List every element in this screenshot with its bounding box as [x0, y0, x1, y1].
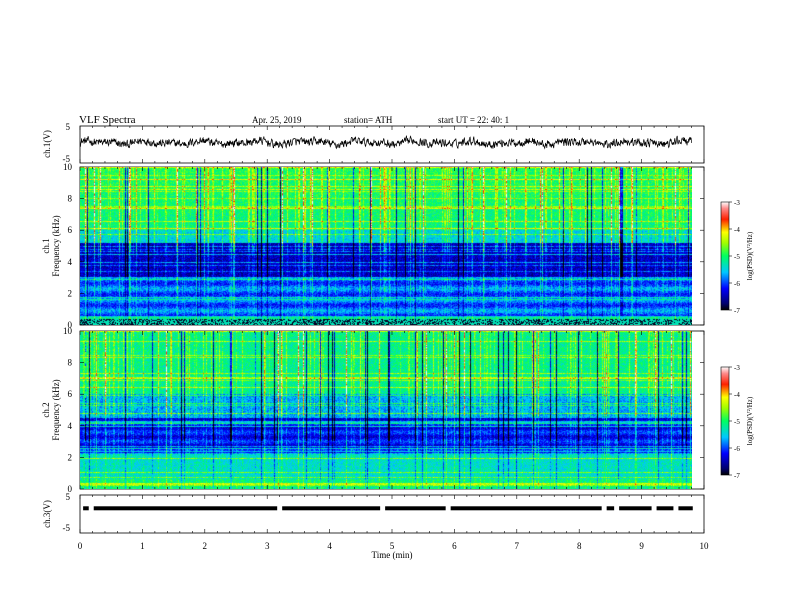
- y-tick-label: 6: [68, 225, 73, 235]
- colorbar-tick-label: -6: [734, 280, 740, 288]
- ch3-waveform-panel: 5 -5 ch.3(V): [42, 492, 705, 534]
- ch1-ytick-top: 5: [66, 122, 71, 132]
- x-tick-label: 1: [140, 541, 145, 551]
- y-tick-label: 8: [68, 194, 73, 204]
- ch2-colorbar: -3 -4 -5 -6 -7 log(PSD)(V²/Hz): [720, 364, 754, 480]
- x-tick-label: 0: [78, 541, 83, 551]
- ch3-waveform-segment: [83, 506, 89, 511]
- colorbar-tick-label: -5: [734, 418, 740, 426]
- x-tick-label: 7: [515, 541, 520, 551]
- ch3-ytick-bottom: -5: [63, 523, 71, 533]
- ch1-waveform-panel: 5 -5 ch.1(V): [42, 122, 705, 164]
- x-tick-label: 8: [577, 541, 582, 551]
- ch2-spectrogram-image: [80, 331, 692, 489]
- x-tick-label: 9: [639, 541, 644, 551]
- ch1-colorbar-label: log(PSD)(V²/Hz): [746, 231, 754, 280]
- ch2-spec-ylabel-frequency: Frequency (kHz): [51, 379, 61, 440]
- ch3-waveform-frame: [79, 494, 705, 534]
- date-label: Apr. 25, 2019: [252, 115, 302, 125]
- y-tick-label: 0: [68, 484, 73, 494]
- ch3-waveform-segment: [606, 506, 615, 511]
- start-time-label: start UT = 22: 40: 1: [438, 115, 509, 125]
- figure-title: VLF Spectra: [79, 114, 136, 126]
- x-tick-label: 5: [390, 541, 395, 551]
- colorbar-tick-label: -3: [734, 199, 740, 207]
- ch1-spectrogram-panel: 0 2 4 6 8 10 ch.1 Frequency (kHz): [41, 162, 705, 330]
- ch3-waveform-segment: [282, 506, 381, 511]
- ch3-waveform-line: [83, 506, 693, 511]
- ch3-ytick-top: 5: [66, 492, 71, 502]
- x-axis-tick-labels: 0 1 2 3 4 5 6 7 8 9 10: [78, 541, 709, 551]
- x-tick-label: 6: [452, 541, 457, 551]
- colorbar-tick-label: -6: [734, 445, 740, 453]
- x-tick-label: 10: [700, 541, 710, 551]
- x-tick-label: 2: [203, 541, 208, 551]
- ch3-waveform-segment: [385, 506, 446, 511]
- ch2-colorbar-ticks: -3 -4 -5 -6 -7: [729, 364, 740, 480]
- ch1-ytick-bottom: -5: [63, 154, 71, 164]
- ch1-colorbar: -3 -4 -5 -6 -7 log(PSD)(V²/Hz): [720, 199, 754, 315]
- ch1-colorbar-bar: [720, 201, 730, 311]
- station-label: station= ATH: [344, 115, 393, 125]
- ch2-colorbar-label: log(PSD)(V²/Hz): [746, 396, 754, 445]
- ch1-ylabel: ch.1(V): [42, 130, 52, 158]
- ch2-colorbar-bar: [720, 366, 730, 476]
- ch1-colorbar-ticks: -3 -4 -5 -6 -7: [729, 199, 740, 315]
- ch3-waveform-segment: [656, 506, 674, 511]
- y-tick-label: 4: [68, 421, 73, 431]
- y-tick-label: 8: [68, 358, 73, 368]
- ch1-spec-ylabel-frequency: Frequency (kHz): [51, 215, 61, 276]
- ch3-ylabel: ch.3(V): [42, 500, 52, 528]
- y-tick-label: 2: [68, 288, 73, 298]
- ch3-waveform-ticks: [79, 495, 705, 533]
- ch1-spectrogram-yticks: 0 2 4 6 8 10: [63, 162, 704, 330]
- x-axis-label: Time (min): [372, 550, 413, 560]
- colorbar-tick-label: -5: [734, 253, 740, 261]
- colorbar-tick-label: -3: [734, 364, 740, 372]
- ch2-spectrogram-panel: 0 2 4 6 8 10 ch.2 Frequency (kHz): [41, 326, 705, 494]
- y-tick-label: 2: [68, 452, 73, 462]
- ch3-waveform-segment: [619, 506, 652, 511]
- ch2-spec-ylabel-channel: ch.2: [41, 402, 51, 417]
- y-tick-label: 6: [68, 389, 73, 399]
- ch2-spectrogram-xticks: [79, 331, 705, 489]
- ch1-spectrogram-image: [80, 167, 692, 325]
- ch3-waveform-segment: [93, 506, 278, 511]
- ch3-waveform-segment: [450, 506, 602, 511]
- ch1-spec-ylabel-channel: ch.1: [41, 238, 51, 253]
- y-tick-label: 10: [63, 326, 73, 336]
- ch2-spectrogram-yticks: 0 2 4 6 8 10: [63, 326, 704, 494]
- ch3-waveform-segment: [678, 506, 693, 511]
- colorbar-tick-label: -4: [734, 391, 740, 399]
- colorbar-tick-label: -4: [734, 226, 740, 234]
- ch1-waveform-line: [80, 134, 692, 150]
- y-tick-label: 10: [63, 162, 73, 172]
- ch1-waveform-ticks: [79, 126, 705, 163]
- colorbar-tick-label: -7: [734, 472, 740, 480]
- colorbar-tick-label: -7: [734, 307, 740, 315]
- ch1-spectrogram-xticks: [79, 167, 705, 325]
- y-tick-label: 4: [68, 257, 73, 267]
- x-tick-label: 4: [327, 541, 332, 551]
- y-tick-label: 0: [68, 320, 73, 330]
- x-tick-label: 3: [265, 541, 270, 551]
